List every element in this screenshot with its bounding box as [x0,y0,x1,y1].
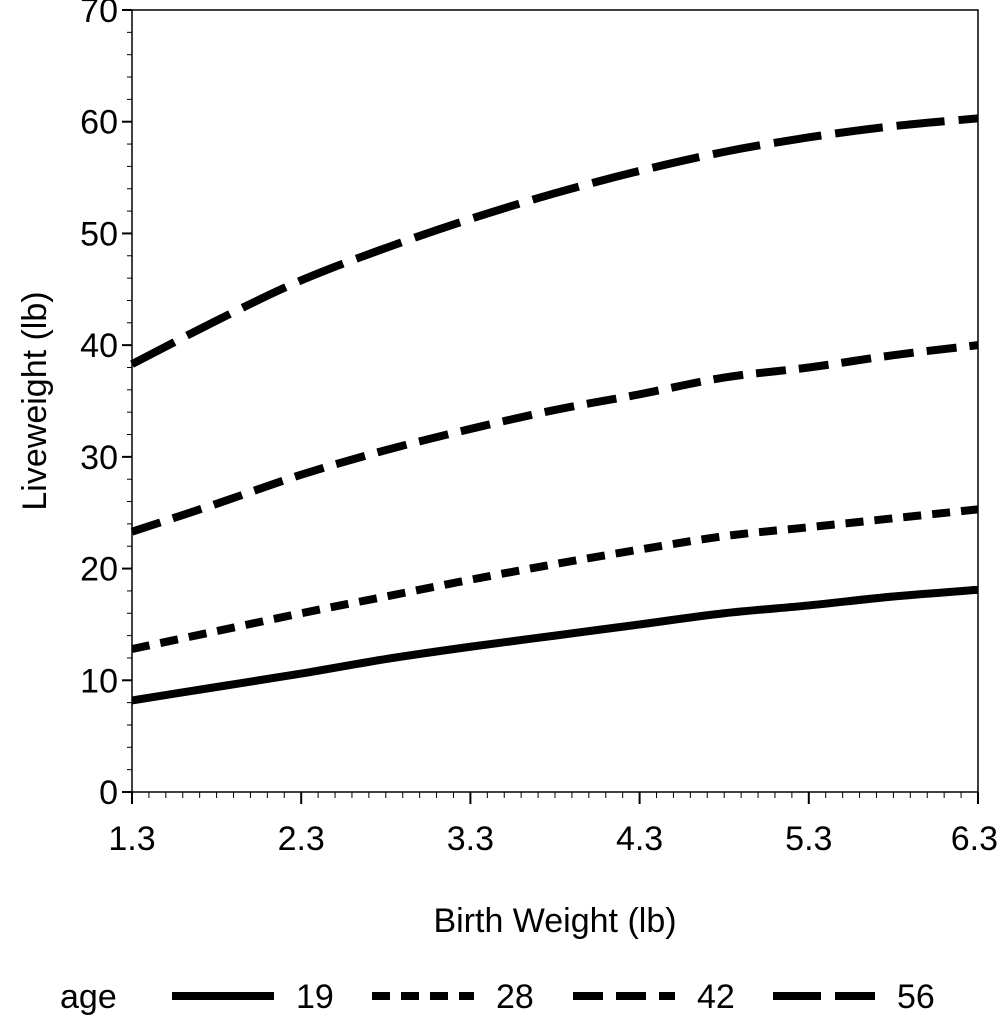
plot-frame [131,9,979,793]
series-line-age-28 [131,505,979,653]
plot-area [131,9,979,793]
y-tick-label: 20 [80,551,118,589]
y-tick-label: 40 [80,327,118,365]
x-tick-label: 5.3 [785,820,832,858]
axes: 0 10 20 30 40 50 60 70 1.3 2.3 3.3 4.3 5.3 6.3 Birth W… [16,0,998,940]
y-tick-label: 0 [99,774,118,812]
x-tick-label: 2.3 [278,820,325,858]
series-line-age-19 [131,585,979,705]
y-tick-label: 70 [80,0,118,30]
x-tick-label: 6.3 [951,820,998,858]
x-tick-label: 4.3 [616,820,663,858]
y-axis-title: Liveweight (lb) [16,291,54,510]
x-tick-label: 3.3 [447,820,494,858]
y-tick-label: 50 [80,215,118,253]
y-tick-label: 30 [80,439,118,477]
y-tick-label: 60 [80,104,118,142]
legend-label: 28 [496,978,534,1016]
series-group [130,114,979,705]
x-tick-label: 1.3 [108,820,155,858]
legend-label: 19 [296,978,334,1016]
x-axis-title: Birth Weight (lb) [433,902,676,940]
legend: age 19 28 42 56 [60,978,935,1016]
series-line-age-42 [130,341,979,536]
legend-label: 42 [697,978,735,1016]
legend-title: age [60,978,117,1016]
legend-label: 56 [897,978,935,1016]
y-tick-label: 10 [80,662,118,700]
series-line-age-56 [130,114,979,368]
